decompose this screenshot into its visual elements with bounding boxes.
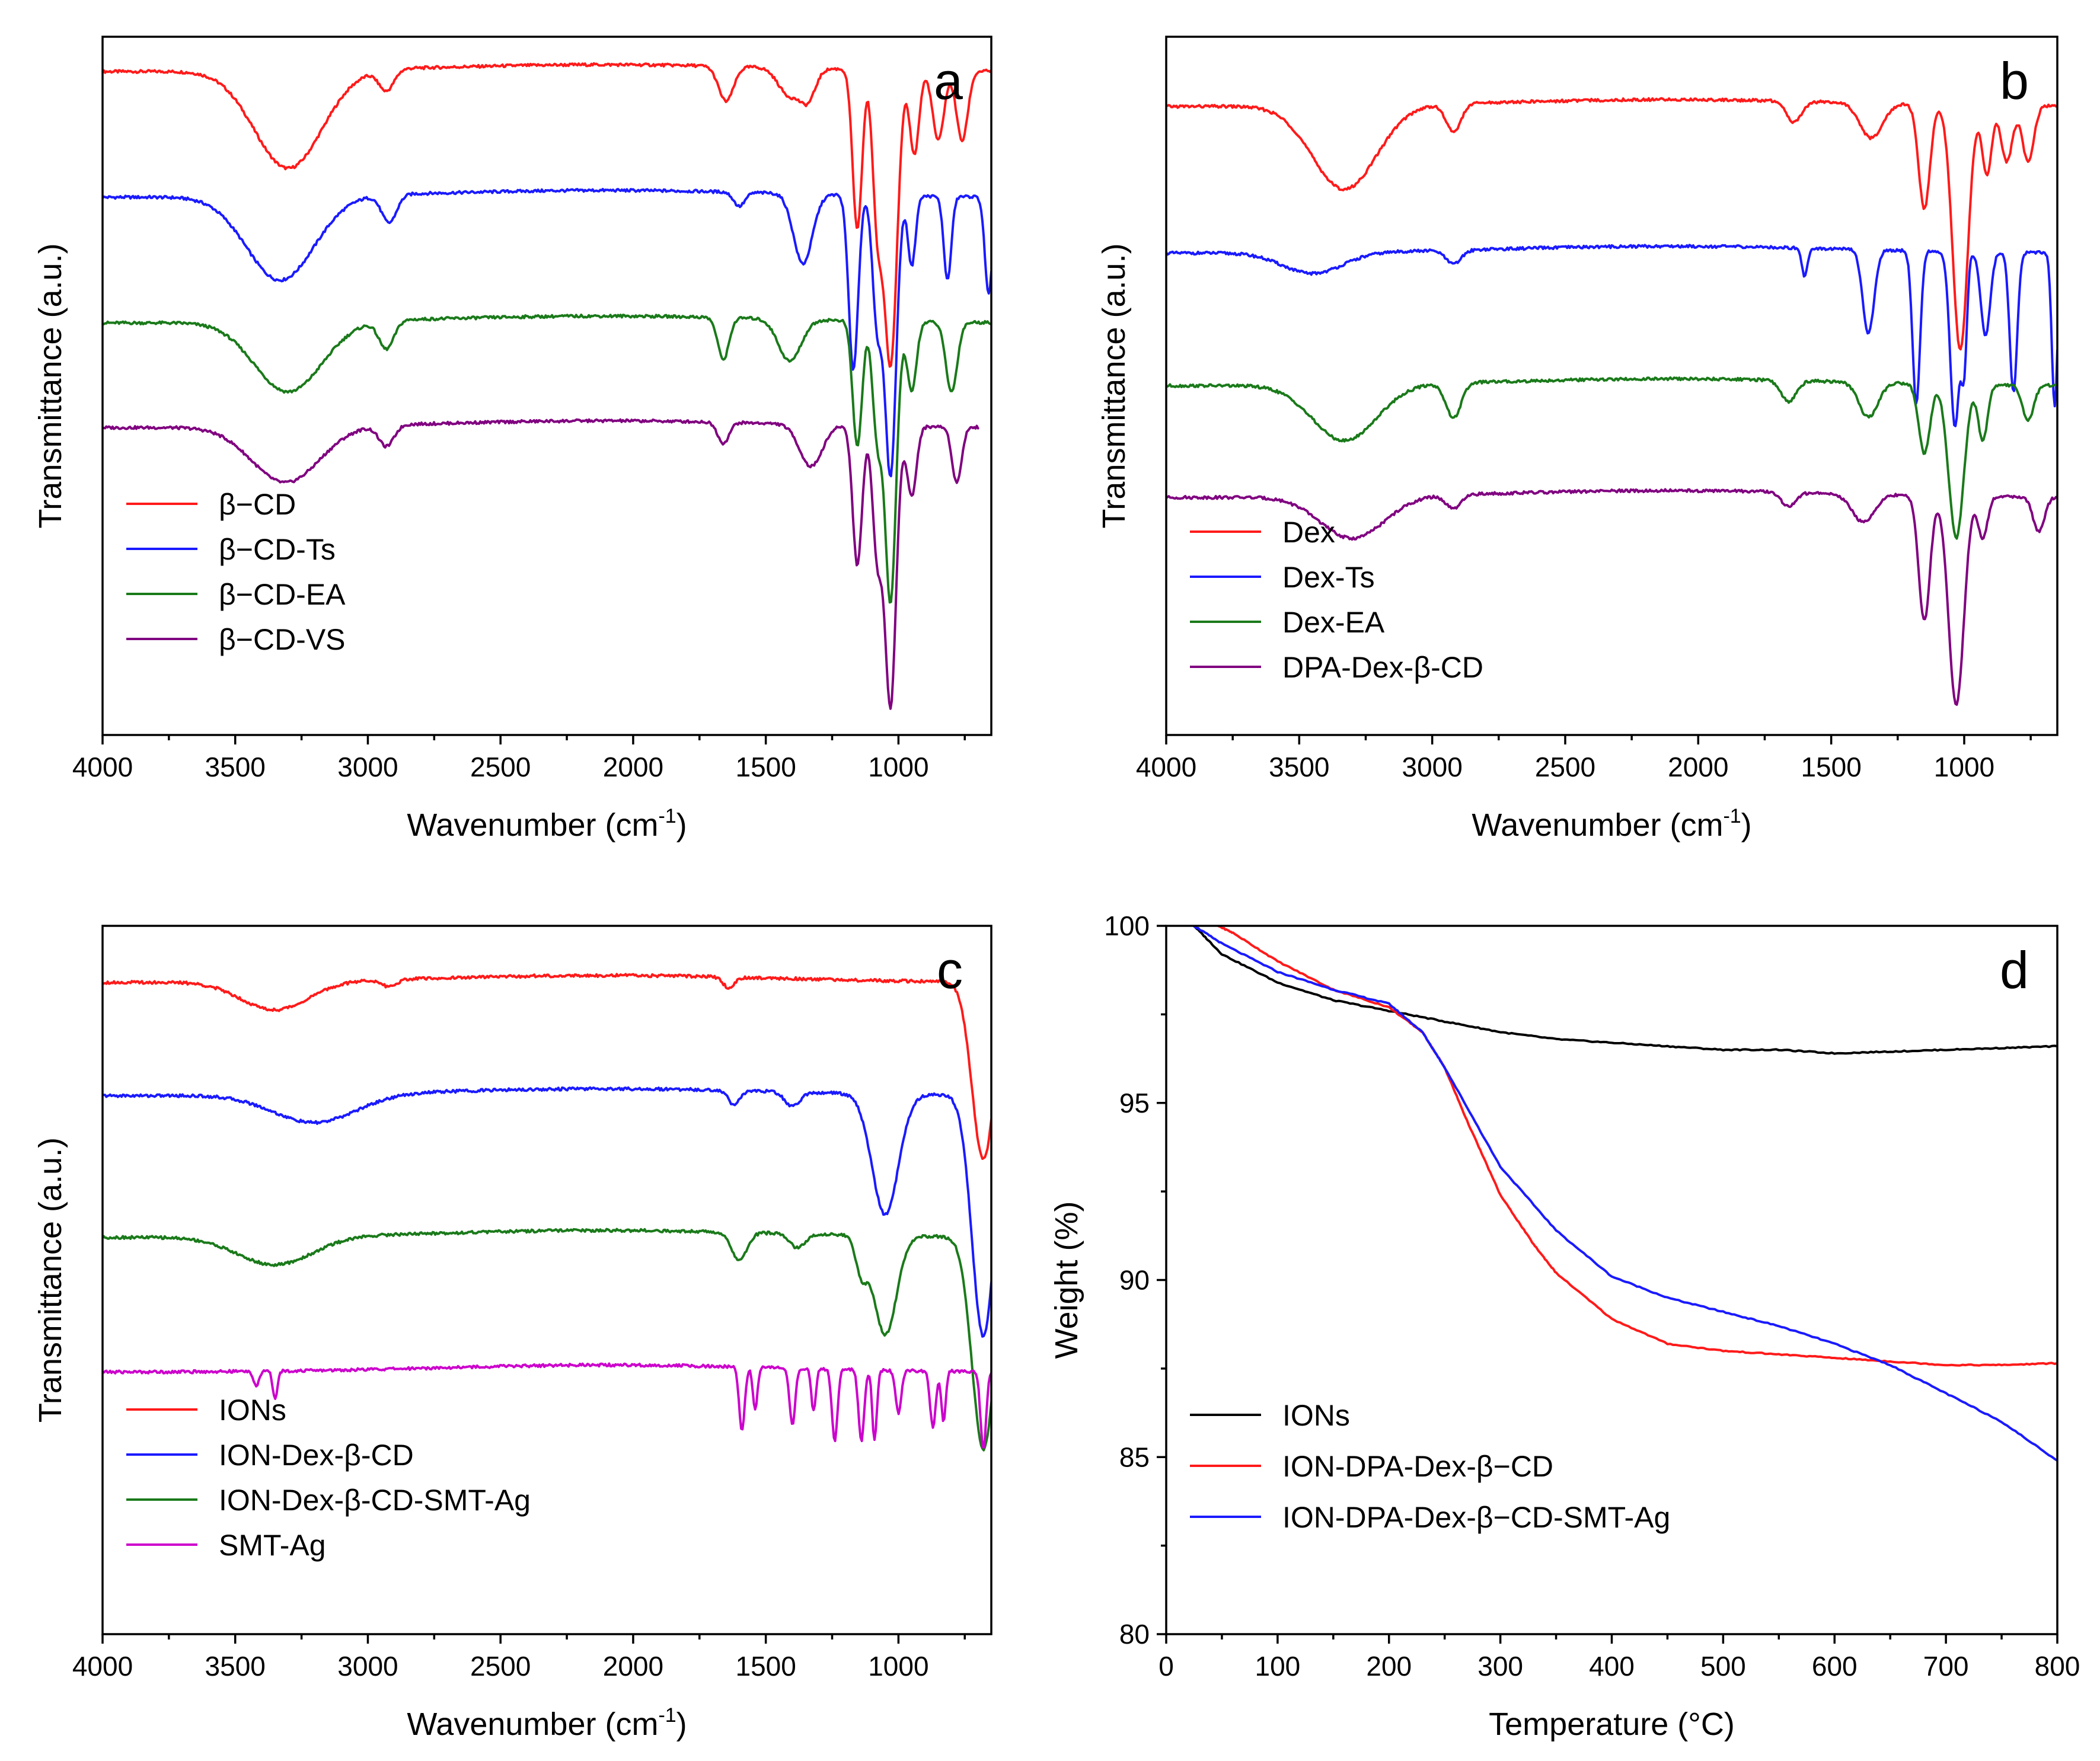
panel-letter-a: a	[934, 52, 963, 110]
series-line-d-1	[1193, 926, 2057, 1367]
legend-label-b-3: DPA-Dex-β-CD	[1282, 651, 1483, 684]
panel-letter-c: c	[937, 941, 963, 999]
y-axis-label-a: Transmittance (a.u.)	[33, 243, 68, 528]
y-tick-label-d-2: 90	[1119, 1265, 1150, 1296]
x-tick-label-b-2: 3000	[1402, 752, 1462, 782]
panel-d: 0 100 200 300 400 500 600 700 800 80 85 90 95 100 Temp…	[1049, 910, 2080, 1742]
series-line-b-2	[1166, 376, 2057, 540]
series-line-a-2	[103, 314, 991, 604]
series-line-c-3	[103, 1362, 991, 1449]
x-tick-label-d-7: 700	[1923, 1651, 1969, 1682]
panel-c: 4000 3500 3000 2500 2000 1500 1000 Wavenumber (…	[33, 925, 992, 1742]
series-line-a-0	[103, 62, 991, 368]
series-line-d-2	[1193, 926, 2057, 1462]
x-tick-label-a-1: 3500	[205, 752, 266, 782]
x-tick-label-c-5: 1500	[735, 1651, 796, 1682]
x-axis-label-d: Temperature (°C)	[1489, 1706, 1735, 1742]
x-tick-label-c-0: 4000	[72, 1651, 133, 1682]
x-tick-label-a-4: 2000	[603, 752, 663, 782]
x-tick-label-a-6: 1000	[868, 752, 928, 782]
legend-label-c-3: SMT-Ag	[219, 1529, 326, 1562]
x-tick-label-d-5: 500	[1700, 1651, 1746, 1682]
plot-frame-a	[101, 36, 992, 736]
x-axis-label-b: Wavenumber (cm-1)	[1472, 805, 1751, 843]
x-tick-label-d-8: 800	[2035, 1651, 2080, 1682]
legend-label-b-2: Dex-EA	[1282, 606, 1385, 639]
series-line-b-0	[1166, 97, 2057, 351]
panel-b: 4000 3500 3000 2500 2000 1500 1000 Wavenumber (…	[1096, 36, 2058, 843]
x-tick-label-d-1: 100	[1255, 1651, 1301, 1682]
panel-a: 4000 3500 3000 2500 2000 1500 1000 Wavenumber (…	[33, 36, 992, 843]
series-line-d-0	[1193, 926, 2057, 1055]
series-line-b-3	[1166, 488, 2057, 706]
series-line-b-1	[1166, 244, 2057, 427]
y-axis-label-d: Weight (%)	[1049, 1201, 1084, 1359]
x-tick-label-b-6: 1000	[1934, 752, 1994, 782]
x-tick-label-d-4: 400	[1589, 1651, 1635, 1682]
y-tick-label-d-1: 85	[1119, 1442, 1150, 1472]
series-line-c-0	[103, 973, 991, 1160]
x-tick-label-b-4: 2000	[1668, 752, 1728, 782]
x-tick-label-a-2: 3000	[337, 752, 398, 782]
x-tick-label-a-0: 4000	[72, 752, 133, 782]
legend-label-b-0: Dex	[1282, 516, 1335, 549]
legend-label-a-3: β−CD-VS	[219, 623, 346, 656]
x-tick-label-a-5: 1500	[735, 752, 796, 782]
x-tick-label-a-3: 2500	[470, 752, 531, 782]
x-tick-label-c-4: 2000	[603, 1651, 663, 1682]
legend-label-c-0: IONs	[219, 1394, 286, 1427]
x-axis-label-c: Wavenumber (cm-1)	[407, 1704, 687, 1742]
x-tick-label-c-2: 3000	[337, 1651, 398, 1682]
x-tick-label-b-5: 1500	[1801, 752, 1861, 782]
x-tick-label-b-1: 3500	[1269, 752, 1329, 782]
x-tick-label-d-2: 200	[1366, 1651, 1412, 1682]
series-line-a-1	[103, 188, 991, 478]
legend-label-c-2: ION-Dex-β-CD-SMT-Ag	[219, 1484, 531, 1517]
x-axis-label-a: Wavenumber (cm-1)	[407, 805, 687, 843]
x-tick-label-c-6: 1000	[868, 1651, 928, 1682]
panel-letter-b: b	[2000, 52, 2029, 110]
series-line-c-2	[103, 1228, 991, 1452]
x-tick-label-d-6: 600	[1812, 1651, 1858, 1682]
legend-label-a-2: β−CD-EA	[219, 578, 346, 611]
x-tick-label-d-3: 300	[1477, 1651, 1523, 1682]
y-tick-label-d-4: 100	[1104, 910, 1150, 941]
y-axis-label-c: Transmittance (a.u.)	[33, 1137, 68, 1423]
y-tick-label-d-3: 95	[1119, 1088, 1150, 1118]
x-tick-label-b-3: 2500	[1535, 752, 1595, 782]
plot-frame-c	[101, 925, 992, 1635]
legend-label-d-1: ION-DPA-Dex-β−CD	[1282, 1450, 1553, 1483]
legend-label-a-1: β−CD-Ts	[219, 533, 336, 566]
y-axis-label-b: Transmittance (a.u.)	[1096, 243, 1132, 528]
series-line-a-3	[103, 418, 979, 710]
y-tick-label-d-0: 80	[1119, 1619, 1150, 1650]
x-tick-label-d-0: 0	[1158, 1651, 1174, 1682]
legend-label-b-1: Dex-Ts	[1282, 561, 1375, 594]
x-tick-label-b-0: 4000	[1136, 752, 1196, 782]
series-line-c-1	[103, 1086, 991, 1338]
x-tick-label-c-3: 2500	[470, 1651, 531, 1682]
legend-label-a-0: β−CD	[219, 488, 296, 521]
legend-label-d-0: IONs	[1282, 1399, 1350, 1432]
legend-label-d-2: ION-DPA-Dex-β−CD-SMT-Ag	[1282, 1501, 1670, 1534]
panel-letter-d: d	[2000, 941, 2029, 999]
plot-frame-b	[1165, 36, 2058, 736]
x-tick-label-c-1: 3500	[205, 1651, 266, 1682]
legend-label-c-1: ION-Dex-β-CD	[219, 1439, 414, 1472]
